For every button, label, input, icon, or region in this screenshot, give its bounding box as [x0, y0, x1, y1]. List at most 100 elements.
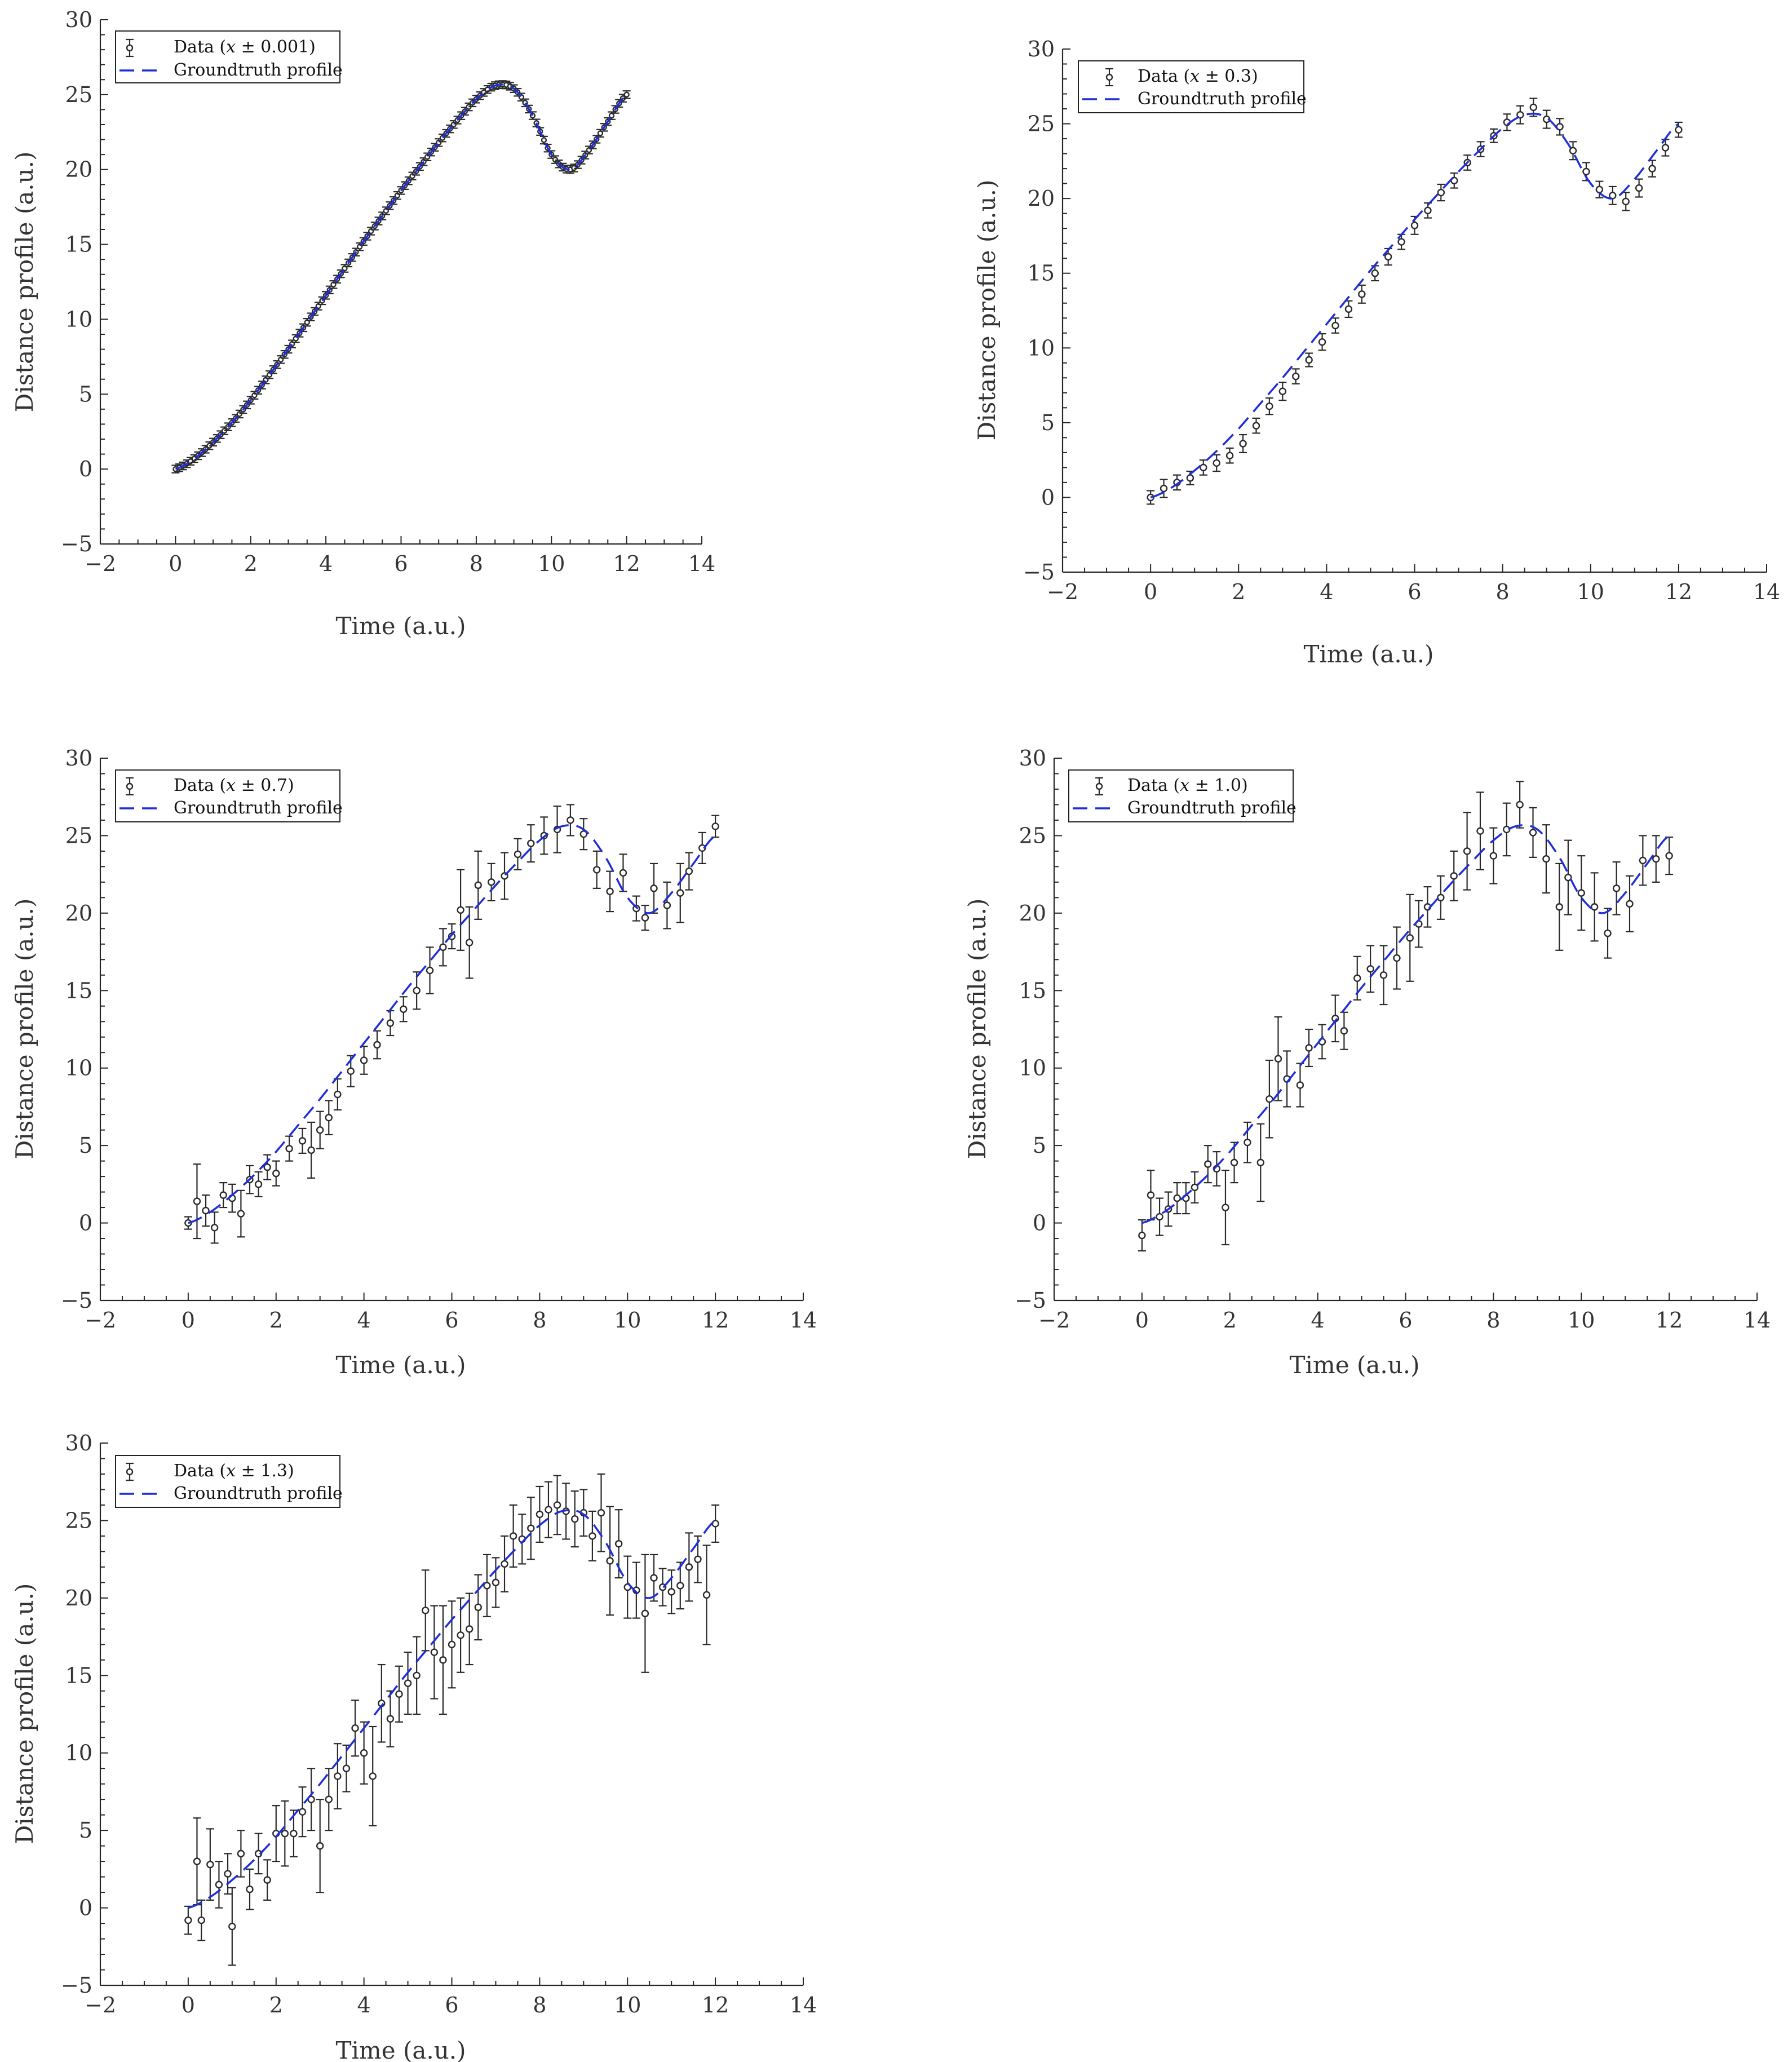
data-point	[1203, 1145, 1212, 1184]
x-tick-label: 12	[1665, 579, 1692, 604]
data-point	[492, 1557, 500, 1608]
data-marker	[413, 986, 421, 994]
x-tick-label: 4	[357, 1308, 371, 1333]
x-tick-label: 10	[614, 1993, 641, 2017]
data-marker	[1305, 1044, 1313, 1052]
y-tick-label: 5	[79, 1818, 92, 1843]
data-marker	[589, 1532, 596, 1540]
x-tick-label: 8	[533, 1993, 546, 2017]
data-marker	[1244, 1138, 1251, 1147]
data-marker	[1256, 1158, 1265, 1167]
data-marker	[404, 1679, 412, 1687]
data-marks	[184, 1473, 720, 1966]
y-tick-label: −5	[61, 1973, 92, 1998]
data-marker	[430, 1648, 439, 1656]
data-point	[399, 996, 408, 1023]
y-tick-label: 25	[65, 823, 92, 848]
x-tick-label: 4	[319, 551, 333, 576]
x-tick-label: 0	[169, 551, 182, 576]
data-point	[281, 1800, 289, 1867]
data-marker	[325, 1795, 333, 1803]
data-point	[263, 1859, 272, 1901]
legend-groundtruth-label: Groundtruth profile	[174, 798, 343, 818]
data-marker	[386, 1715, 395, 1723]
data-marker	[1340, 1027, 1348, 1035]
data-marker	[1204, 1160, 1212, 1168]
data-marker	[272, 1169, 280, 1178]
data-marker	[1230, 1158, 1238, 1167]
x-tick-label: 8	[470, 551, 483, 576]
data-point	[711, 1504, 720, 1543]
data-point	[1529, 98, 1538, 117]
x-tick-label: −2	[85, 551, 116, 576]
data-point	[553, 1475, 561, 1536]
data-point	[303, 317, 311, 327]
data-point	[386, 1010, 395, 1037]
data-marker	[342, 1764, 351, 1772]
y-tick-label: 0	[79, 1211, 92, 1236]
data-marker	[193, 1857, 201, 1865]
data-marker	[606, 887, 614, 896]
data-marker	[614, 1539, 623, 1548]
data-marker	[1489, 852, 1498, 860]
data-point	[588, 1510, 596, 1561]
data-marker	[1626, 900, 1634, 908]
data-point	[298, 1786, 307, 1838]
data-point	[566, 804, 574, 837]
data-point	[457, 869, 465, 951]
data-point	[1555, 862, 1564, 951]
data-point	[1489, 827, 1498, 884]
data-point	[536, 1485, 544, 1543]
data-point	[487, 862, 495, 901]
y-tick-label: 15	[1019, 978, 1046, 1003]
x-tick-label: −2	[1038, 1308, 1070, 1333]
y-tick-label: −5	[61, 1288, 92, 1313]
data-marker	[1186, 474, 1194, 482]
data-point	[197, 1899, 206, 1941]
data-point	[1331, 317, 1339, 334]
data-marker	[1239, 440, 1247, 448]
data-point	[1344, 300, 1353, 318]
data-point	[711, 815, 720, 838]
data-point	[193, 1163, 201, 1240]
axes: −2 0 2 4 6 8 10 12 14 −5 0 5 10 15 20 25 30	[61, 746, 817, 1333]
data-marker	[307, 1146, 315, 1154]
data-point	[393, 191, 401, 200]
data-marker	[1661, 144, 1670, 152]
data-marker	[1406, 934, 1414, 942]
legend-marker-icon	[1095, 782, 1103, 790]
data-marker	[202, 1206, 210, 1215]
x-axis-label: Time (a.u.)	[335, 612, 466, 640]
x-tick-label: 6	[1408, 579, 1421, 604]
axes: −2 0 2 4 6 8 10 12 14 −5 0 5 10 15 20 25 30	[1015, 746, 1771, 1333]
data-marker	[606, 1557, 614, 1565]
y-tick-label: −5	[61, 532, 92, 556]
data-marker	[1393, 954, 1401, 962]
data-marker	[351, 1724, 359, 1732]
axes: −2 0 2 4 6 8 10 12 14 −5 0 5 10 15 20 25 30	[61, 1431, 817, 2017]
data-point	[483, 1554, 491, 1617]
x-tick-label: 6	[1399, 1308, 1412, 1333]
data-point	[1590, 872, 1599, 942]
data-point	[1622, 192, 1630, 211]
data-point	[289, 1809, 298, 1857]
legend-marker-icon	[1105, 73, 1113, 81]
data-point	[650, 1554, 658, 1602]
data-marker	[373, 1041, 381, 1049]
data-point	[1265, 1059, 1273, 1139]
y-tick-label: 30	[1028, 37, 1055, 61]
legend-data-label: Data (x ± 0.001)	[174, 37, 316, 57]
data-point	[1147, 1170, 1155, 1221]
data-point	[325, 1100, 333, 1136]
data-marker	[1353, 974, 1361, 982]
data-point	[1138, 1219, 1146, 1252]
data-marks	[1138, 781, 1674, 1252]
x-tick-label: 10	[538, 551, 565, 576]
data-point	[1674, 121, 1683, 138]
data-point	[1635, 178, 1643, 198]
data-marker	[711, 1520, 719, 1528]
data-marker	[457, 1631, 464, 1639]
data-point	[1265, 397, 1273, 415]
data-marker	[334, 1772, 342, 1780]
